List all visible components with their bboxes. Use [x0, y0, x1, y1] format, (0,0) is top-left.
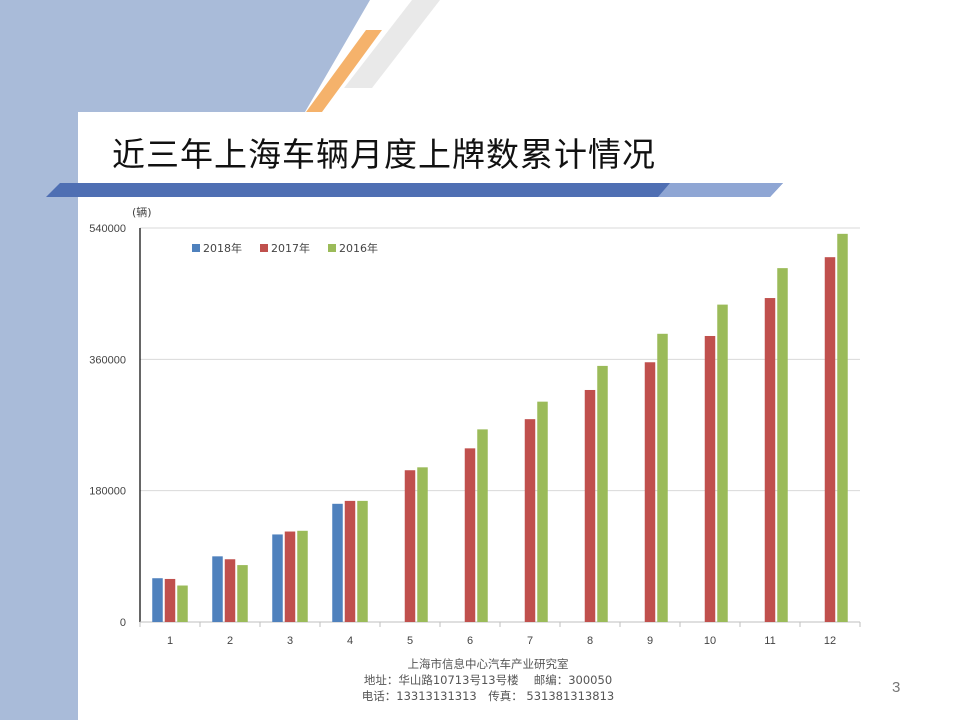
footer-org: 上海市信息中心汽车产业研究室	[407, 657, 569, 671]
orange-stripe	[306, 30, 382, 112]
footer-contact: 上海市信息中心汽车产业研究室 地址：华山路10713号13号楼 邮编：30005…	[330, 656, 646, 704]
header-blue-bar	[46, 183, 783, 197]
x-tick-label: 11	[764, 635, 775, 647]
bar	[237, 565, 248, 622]
bar	[224, 559, 236, 622]
x-tick-label: 3	[287, 635, 293, 647]
bar	[272, 534, 283, 622]
bar	[212, 556, 223, 622]
x-tick-label: 8	[587, 635, 593, 647]
gray-stripe	[344, 0, 440, 88]
x-tick-label: 2	[227, 635, 233, 647]
legend-label: 2017年	[271, 241, 310, 255]
x-tick-label: 10	[704, 635, 716, 647]
bar	[417, 467, 428, 622]
y-tick-label: 180000	[89, 486, 126, 498]
y-axis-label: (辆)	[132, 205, 152, 219]
bar	[464, 448, 476, 622]
page-number: 3	[892, 679, 901, 696]
bar	[332, 503, 343, 622]
bar	[824, 257, 836, 622]
x-tick-label: 5	[407, 635, 413, 647]
legend-swatch	[192, 244, 200, 252]
footer-phone: 电话：13313131313 传真： 531381313813	[361, 689, 615, 703]
x-tick-label: 7	[527, 635, 533, 647]
header-light-bar	[658, 183, 783, 197]
bar	[357, 500, 368, 622]
bar	[657, 333, 668, 622]
bar	[477, 429, 488, 622]
bar	[597, 365, 608, 622]
bar	[164, 578, 176, 622]
y-tick-label: 0	[120, 617, 126, 629]
bar	[537, 401, 548, 622]
y-tick-label: 540000	[89, 223, 126, 235]
legend-swatch	[260, 244, 268, 252]
bar	[704, 335, 716, 622]
bar	[837, 233, 848, 622]
x-tick-label: 4	[347, 635, 353, 647]
legend-label: 2018年	[203, 241, 242, 255]
bar	[404, 470, 416, 622]
legend-label: 2016年	[339, 241, 378, 255]
bar	[777, 268, 788, 622]
bar	[344, 500, 356, 622]
legend-swatch	[328, 244, 336, 252]
footer-address: 地址：华山路10713号13号楼 邮编：300050	[363, 673, 613, 687]
x-tick-label: 6	[467, 635, 473, 647]
bar	[764, 298, 776, 622]
bar	[284, 531, 296, 622]
x-tick-label: 9	[647, 635, 653, 647]
bar	[177, 585, 188, 622]
bar	[152, 578, 163, 622]
x-tick-label: 1	[167, 635, 173, 647]
bar	[524, 419, 536, 622]
slide-title: 近三年上海车辆月度上牌数累计情况	[112, 135, 656, 174]
bar	[644, 362, 656, 622]
bar	[297, 530, 308, 622]
bar	[717, 304, 728, 622]
y-tick-label: 360000	[89, 354, 126, 366]
bar	[584, 389, 596, 622]
x-tick-label: 12	[824, 635, 836, 647]
left-blue-panel	[0, 0, 370, 720]
